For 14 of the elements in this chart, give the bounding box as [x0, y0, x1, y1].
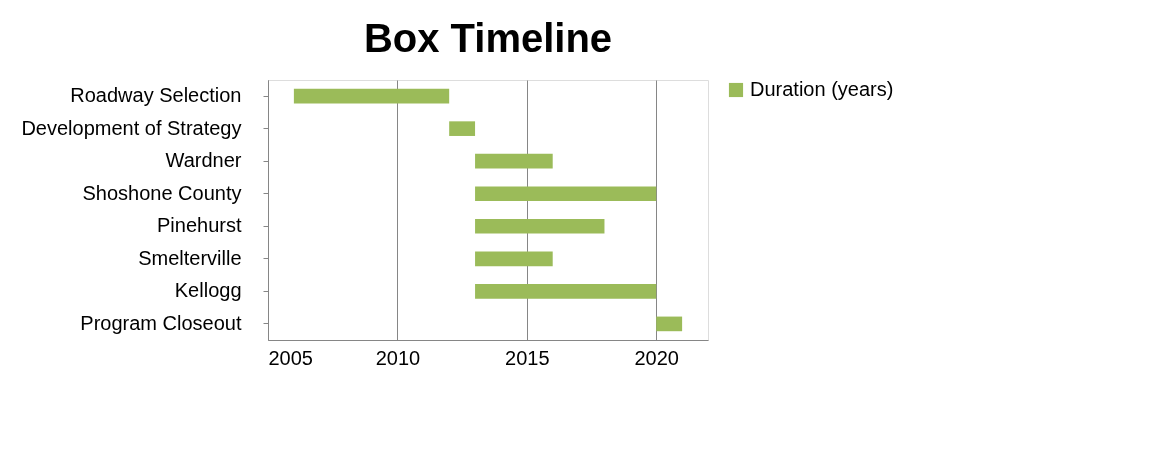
y-tick-label: Pinehurst	[157, 214, 242, 237]
x-tick-label: 2010	[375, 346, 421, 369]
legend-label: Duration (years)	[750, 78, 894, 100]
x-tick-label: 2015	[505, 346, 550, 369]
y-tick-label: Program Closeout	[80, 311, 242, 334]
x-tick-label: 2020	[634, 346, 679, 369]
y-tick-label: Shoshone County	[82, 181, 242, 204]
y-tick-label: Roadway Selection	[70, 84, 242, 107]
y-tick-label: Wardner	[165, 149, 242, 172]
y-tick-label: Smelterville	[138, 246, 242, 269]
x-tick-label: 2005	[268, 346, 313, 369]
chart-title: Box Timeline	[363, 16, 613, 60]
y-tick-label: Kellogg	[174, 279, 242, 302]
y-tick-label: Development of Strategy	[21, 116, 242, 139]
